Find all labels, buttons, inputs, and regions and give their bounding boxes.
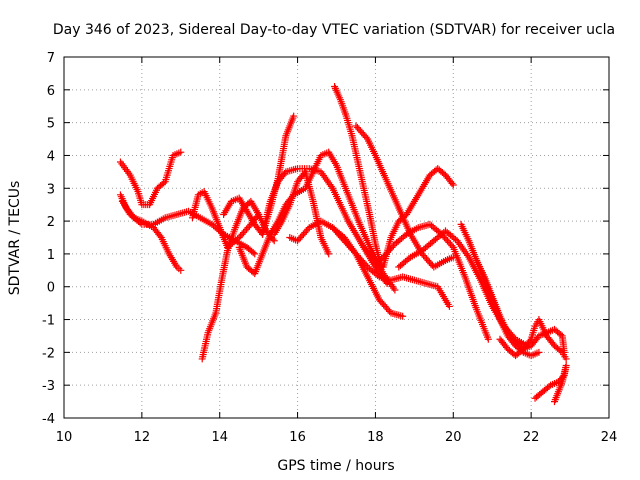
data-point (535, 348, 543, 356)
y-tick-label: -1 (42, 314, 55, 329)
series-track-14 (360, 165, 457, 271)
y-tick-label: 0 (47, 281, 55, 296)
x-tick-label: 22 (523, 430, 540, 445)
y-tick-label: 2 (47, 215, 55, 230)
x-tick-label: 24 (601, 430, 618, 445)
data-point (405, 255, 413, 263)
data-point (557, 347, 565, 355)
grid (64, 57, 609, 418)
data-point (545, 382, 553, 390)
data-point (156, 232, 164, 240)
series-track-20 (531, 361, 570, 406)
series-track-5 (198, 197, 278, 363)
series-track-19 (496, 316, 570, 363)
y-tick-label: -2 (42, 346, 55, 361)
data-point (290, 112, 298, 120)
y-tick-label: 6 (47, 84, 55, 99)
y-tick-label: -3 (42, 379, 55, 394)
data-points (116, 83, 570, 406)
data-point (362, 133, 370, 141)
series-track-12 (329, 224, 453, 310)
data-point (251, 250, 259, 258)
data-point (445, 302, 453, 310)
x-tick-label: 16 (289, 430, 306, 445)
data-point (177, 148, 185, 156)
y-tick-label: 3 (47, 182, 55, 197)
y-tick-label: -4 (42, 412, 55, 427)
y-tick-label: 7 (47, 51, 55, 66)
series-track-9 (270, 168, 333, 258)
data-point (362, 261, 370, 269)
series-track-10 (286, 217, 407, 320)
data-point (448, 179, 456, 187)
data-point (370, 255, 378, 263)
data-point (269, 235, 277, 243)
series-track-11 (331, 83, 385, 271)
series-track-3 (118, 197, 259, 258)
x-tick-label: 20 (445, 430, 462, 445)
series-track-15 (371, 220, 492, 343)
chart-title: Day 346 of 2023, Sidereal Day-to-day VTE… (53, 22, 615, 38)
data-point (136, 219, 144, 227)
x-tick-label: 18 (367, 430, 384, 445)
data-point (234, 235, 242, 243)
data-point (270, 237, 278, 245)
data-point (526, 337, 534, 345)
data-point (562, 355, 570, 363)
data-point (401, 232, 409, 240)
plot-frame (63, 56, 610, 419)
x-tick-label: 12 (134, 430, 151, 445)
data-point (391, 286, 399, 294)
data-point (160, 179, 168, 187)
data-point (399, 312, 407, 320)
data-point (484, 335, 492, 343)
data-point (389, 242, 397, 250)
y-tick-label: 5 (47, 117, 55, 132)
data-point (325, 250, 333, 258)
data-point (452, 235, 460, 243)
y-tick-label: 1 (47, 248, 55, 263)
data-point (551, 398, 558, 406)
series-track-1 (116, 148, 185, 209)
data-point (449, 253, 457, 261)
y-axis-label: SDTVAR / TECUs (7, 181, 23, 296)
data-point (177, 266, 185, 274)
x-tick-label: 14 (211, 430, 228, 445)
data-point (449, 181, 457, 189)
data-point (374, 271, 382, 279)
y-tick-label: 4 (47, 149, 55, 164)
data-point (448, 242, 456, 250)
x-tick-label: 10 (56, 430, 73, 445)
x-axis-label: GPS time / hours (277, 458, 394, 474)
data-point (378, 255, 386, 263)
data-point (249, 249, 257, 257)
